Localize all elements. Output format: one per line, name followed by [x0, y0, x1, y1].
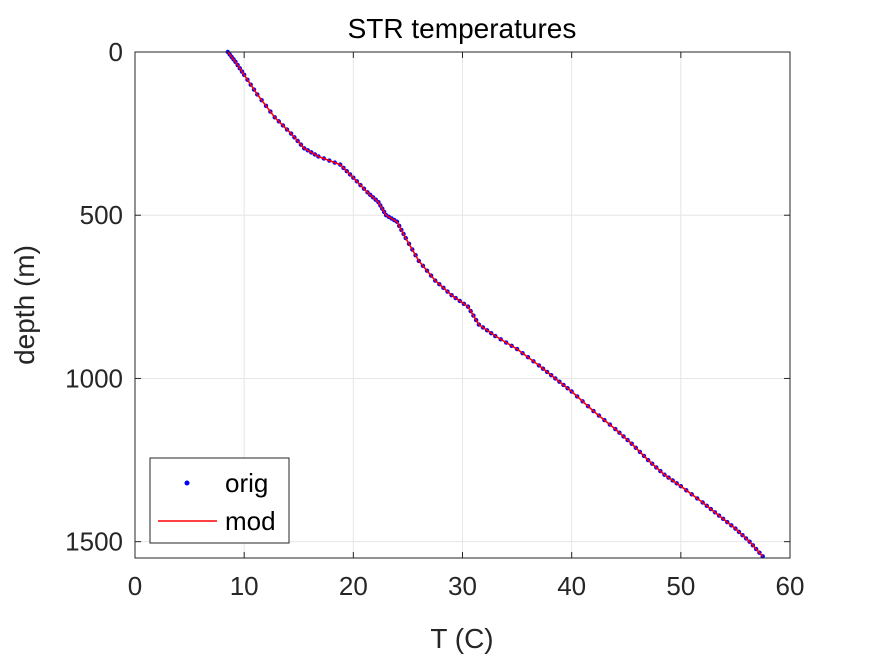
series-layer: [225, 49, 765, 559]
y-tick-label: 1000: [65, 363, 123, 393]
series-mod-line: [227, 51, 764, 557]
x-tick-label: 60: [776, 571, 805, 601]
x-tick-label: 0: [128, 571, 142, 601]
y-tick-label: 500: [80, 200, 123, 230]
x-tick-label: 30: [448, 571, 477, 601]
y-axis-tick-labels: 0 500 1000 1500: [65, 37, 123, 557]
x-tick-label: 10: [230, 571, 259, 601]
y-tick-label: 1500: [65, 527, 123, 557]
legend-marker-orig: [184, 480, 190, 486]
y-axis-label: depth (m): [9, 245, 40, 365]
x-tick-label: 20: [339, 571, 368, 601]
legend-label-orig: orig: [225, 468, 268, 498]
tick-marks: [134, 51, 791, 558]
x-axis-tick-labels: 0 10 20 30 40 50 60: [128, 571, 805, 601]
x-tick-label: 50: [666, 571, 695, 601]
y-tick-label: 0: [109, 37, 123, 67]
legend-box: [149, 457, 290, 544]
legend-label-mod: mod: [225, 506, 276, 536]
legend-item-mod: mod: [158, 506, 276, 536]
legend-item-orig: orig: [184, 468, 268, 498]
x-tick-label: 40: [557, 571, 586, 601]
chart-title: STR temperatures: [348, 13, 577, 44]
x-axis-label: T (C): [430, 623, 493, 654]
legend: orig mod: [149, 457, 290, 544]
